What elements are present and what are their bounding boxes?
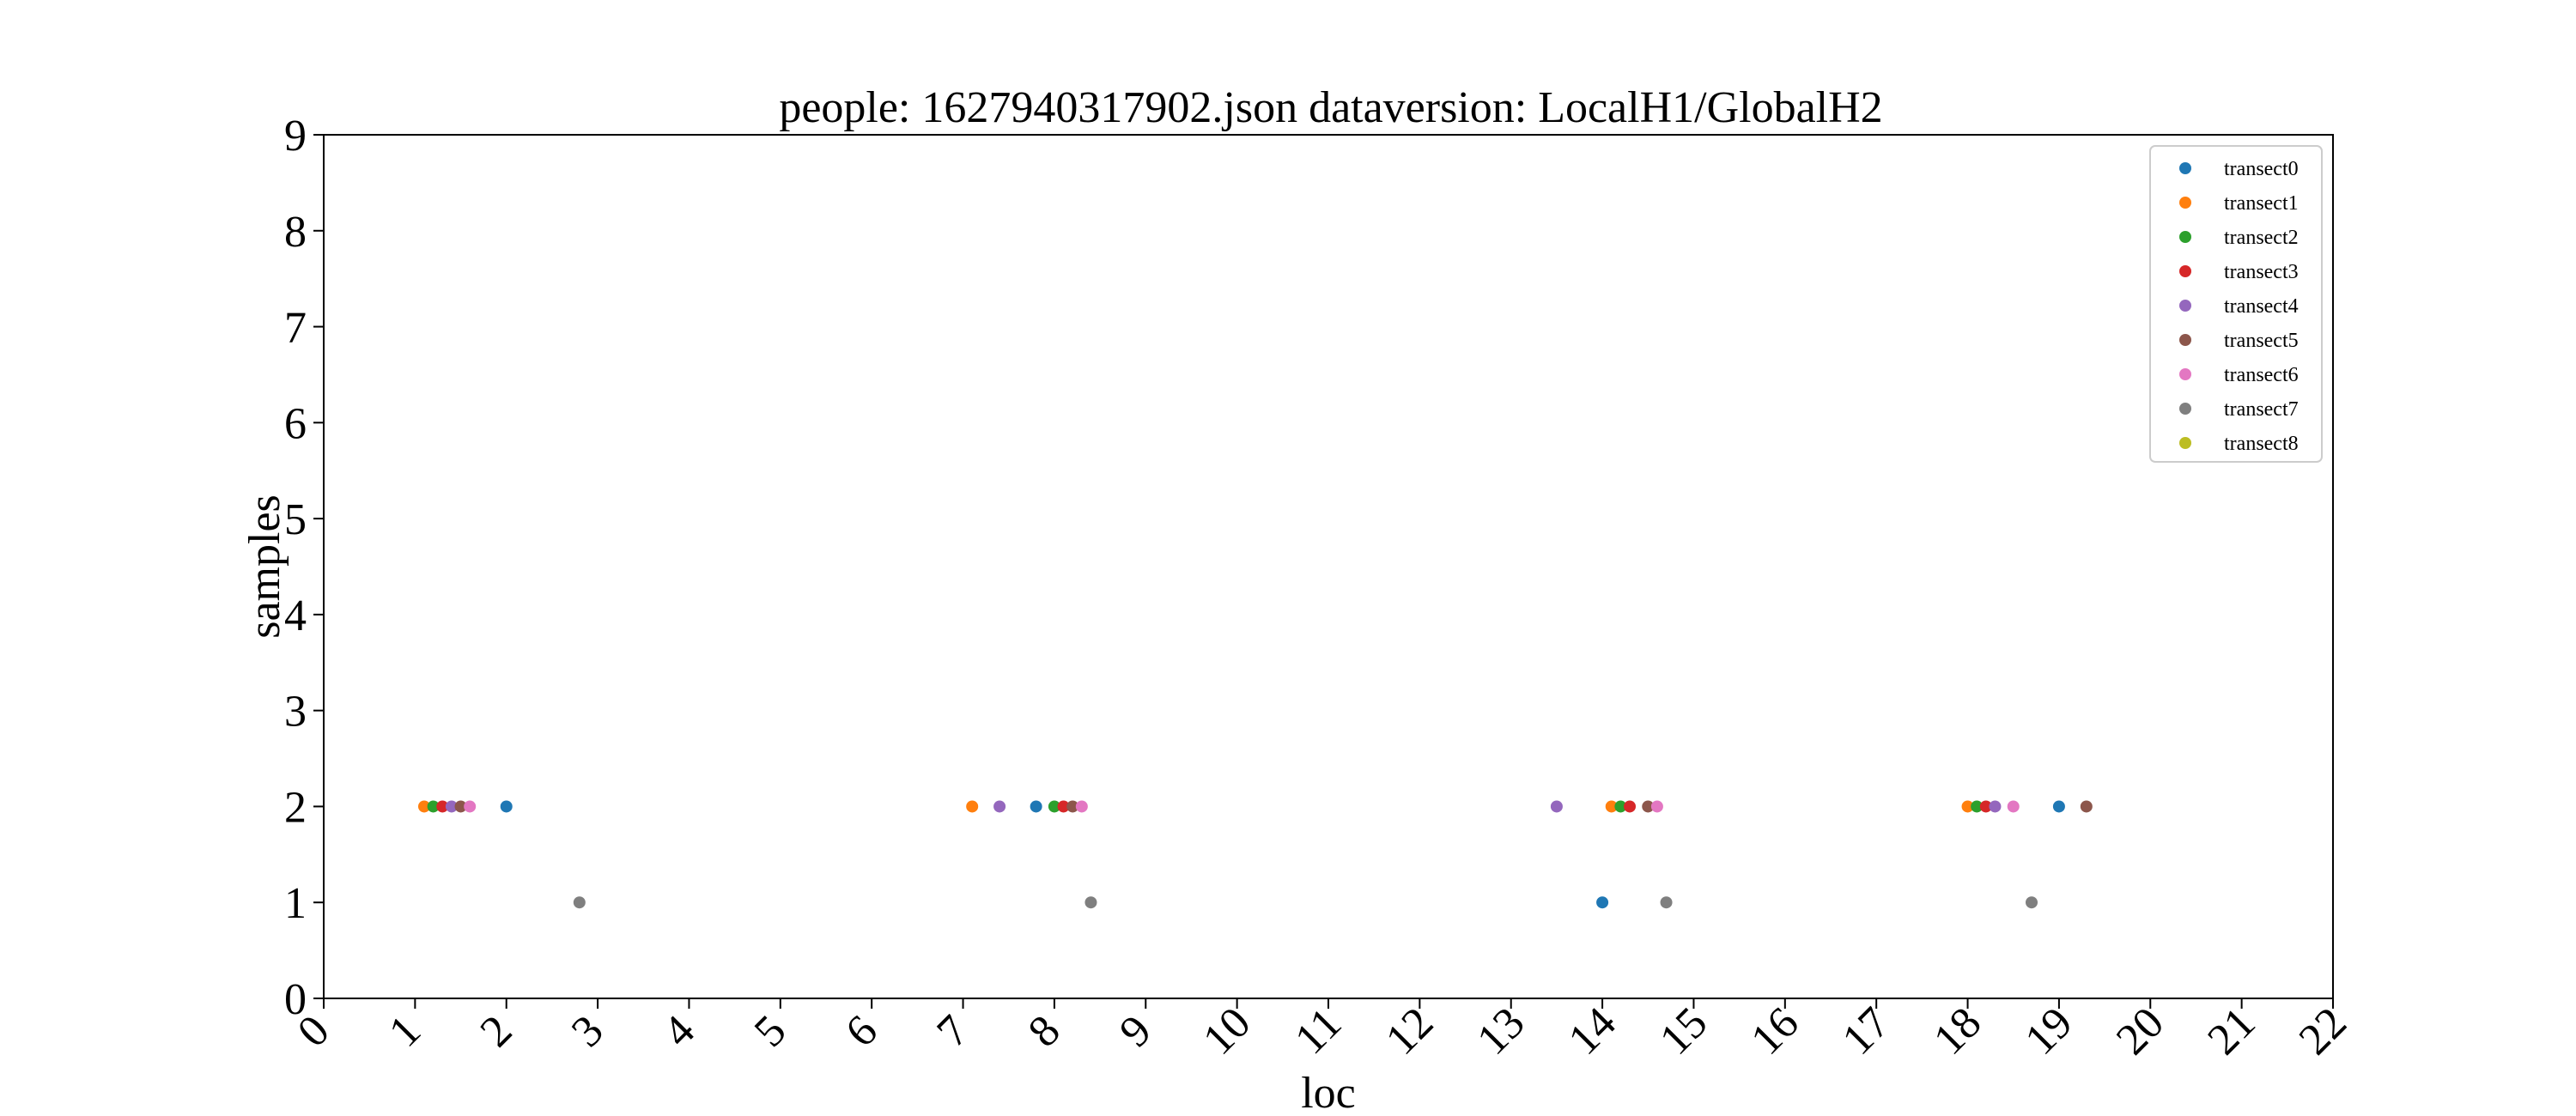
y-tick-label: 2 xyxy=(284,783,307,832)
x-tick-label: 9 xyxy=(1110,1006,1161,1057)
point-transect2 xyxy=(427,800,440,813)
x-tick-label: 7 xyxy=(928,1006,979,1057)
x-tick-label: 16 xyxy=(1742,998,1808,1064)
x-tick-label: 2 xyxy=(471,1006,522,1057)
point-transect7 xyxy=(1660,896,1673,909)
y-tick-label: 6 xyxy=(284,399,307,448)
legend-marker-transect0 xyxy=(2179,162,2191,174)
point-transect4 xyxy=(993,800,1006,813)
y-tick-label: 9 xyxy=(284,112,307,161)
point-transect3 xyxy=(436,800,449,813)
point-transect5 xyxy=(1066,800,1079,813)
y-tick-label: 7 xyxy=(284,304,307,353)
point-transect4 xyxy=(445,800,458,813)
y-tick-label: 0 xyxy=(284,975,307,1024)
legend-label-transect4: transect4 xyxy=(2224,295,2299,318)
x-tick-label: 14 xyxy=(1559,998,1625,1064)
legend-marker-transect2 xyxy=(2179,231,2191,243)
x-tick-label: 21 xyxy=(2198,998,2264,1064)
legend-label-transect3: transect3 xyxy=(2224,261,2299,283)
x-tick-label: 20 xyxy=(2107,998,2173,1064)
chart-title: people: 1627940317902.json dataversion: … xyxy=(779,83,1882,132)
point-transect4 xyxy=(1550,800,1563,813)
x-tick-label: 8 xyxy=(1019,1006,1070,1057)
legend-label-transect2: transect2 xyxy=(2224,227,2299,249)
point-transect2 xyxy=(1048,800,1060,813)
point-transect3 xyxy=(1624,800,1636,813)
x-tick-label: 18 xyxy=(1924,998,1990,1064)
legend-label-transect6: transect6 xyxy=(2224,364,2299,386)
x-tick-label: 17 xyxy=(1833,998,1899,1064)
x-tick-label: 1 xyxy=(380,1006,430,1057)
legend-marker-transect5 xyxy=(2179,334,2191,346)
legend: transect0 transect1 transect2 transect3 tran… xyxy=(2149,145,2323,463)
legend-marker-transect6 xyxy=(2179,368,2191,380)
legend-marker-transect1 xyxy=(2179,197,2191,209)
point-transect0 xyxy=(2052,800,2065,813)
point-transect7 xyxy=(1084,896,1097,909)
legend-label-transect1: transect1 xyxy=(2224,192,2299,215)
point-transect7 xyxy=(573,896,586,909)
legend-label-transect0: transect0 xyxy=(2224,158,2299,180)
point-transect6 xyxy=(1650,800,1663,813)
y-tick-label: 4 xyxy=(284,591,307,640)
plot-area-frame xyxy=(323,134,2334,999)
x-tick-label: 6 xyxy=(836,1006,887,1057)
y-axis-label: samples xyxy=(240,494,289,639)
x-tick-label: 15 xyxy=(1650,998,1716,1064)
point-transect6 xyxy=(1075,800,1088,813)
y-tick-label: 1 xyxy=(284,879,307,928)
legend-label-transect7: transect7 xyxy=(2224,398,2299,421)
x-tick-label: 10 xyxy=(1194,998,1260,1064)
x-tick-label: 12 xyxy=(1376,998,1443,1064)
point-transect5 xyxy=(454,800,467,813)
x-tick-label: 11 xyxy=(1285,998,1351,1064)
point-transect0 xyxy=(500,800,513,813)
y-tick-label: 8 xyxy=(284,208,307,257)
legend-marker-transect4 xyxy=(2179,300,2191,312)
legend-label-transect8: transect8 xyxy=(2224,433,2299,455)
point-transect6 xyxy=(464,800,477,813)
point-transect1 xyxy=(1605,800,1618,813)
y-tick-label: 3 xyxy=(284,688,307,737)
x-tick-label: 13 xyxy=(1468,998,1534,1064)
x-tick-label: 4 xyxy=(653,1006,704,1057)
x-tick-label: 22 xyxy=(2290,998,2356,1064)
point-transect3 xyxy=(1057,800,1070,813)
point-transect1 xyxy=(966,800,979,813)
point-transect6 xyxy=(2007,800,2020,813)
legend-marker-transect8 xyxy=(2179,437,2191,449)
point-transect2 xyxy=(1614,800,1627,813)
legend-label-transect5: transect5 xyxy=(2224,330,2299,352)
x-axis-label: loc xyxy=(1301,1069,1356,1116)
point-transect0 xyxy=(1030,800,1042,813)
legend-marker-transect7 xyxy=(2179,403,2191,415)
y-axis: 0 1 2 3 4 5 6 7 8 9 xyxy=(284,112,324,1024)
point-transect1 xyxy=(1961,800,1974,813)
legend-marker-transect3 xyxy=(2179,265,2191,277)
x-tick-label: 3 xyxy=(562,1006,613,1057)
point-transect1 xyxy=(418,800,430,813)
x-axis: 0 1 2 3 4 5 6 7 8 9 10 11 12 13 14 15 16 17 18 19 20 21 22 xyxy=(289,998,2356,1064)
point-transect7 xyxy=(2026,896,2038,909)
point-transect5 xyxy=(1642,800,1655,813)
legend-box xyxy=(2149,145,2323,463)
data-points xyxy=(418,800,2093,909)
x-tick-label: 5 xyxy=(745,1006,796,1057)
point-transect0 xyxy=(1596,896,1609,909)
y-tick-label: 5 xyxy=(284,495,307,544)
point-transect3 xyxy=(1979,800,1992,813)
x-tick-label: 19 xyxy=(2016,998,2082,1064)
point-transect5 xyxy=(2080,800,2093,813)
point-transect2 xyxy=(1971,800,1984,813)
point-transect4 xyxy=(1989,800,2002,813)
